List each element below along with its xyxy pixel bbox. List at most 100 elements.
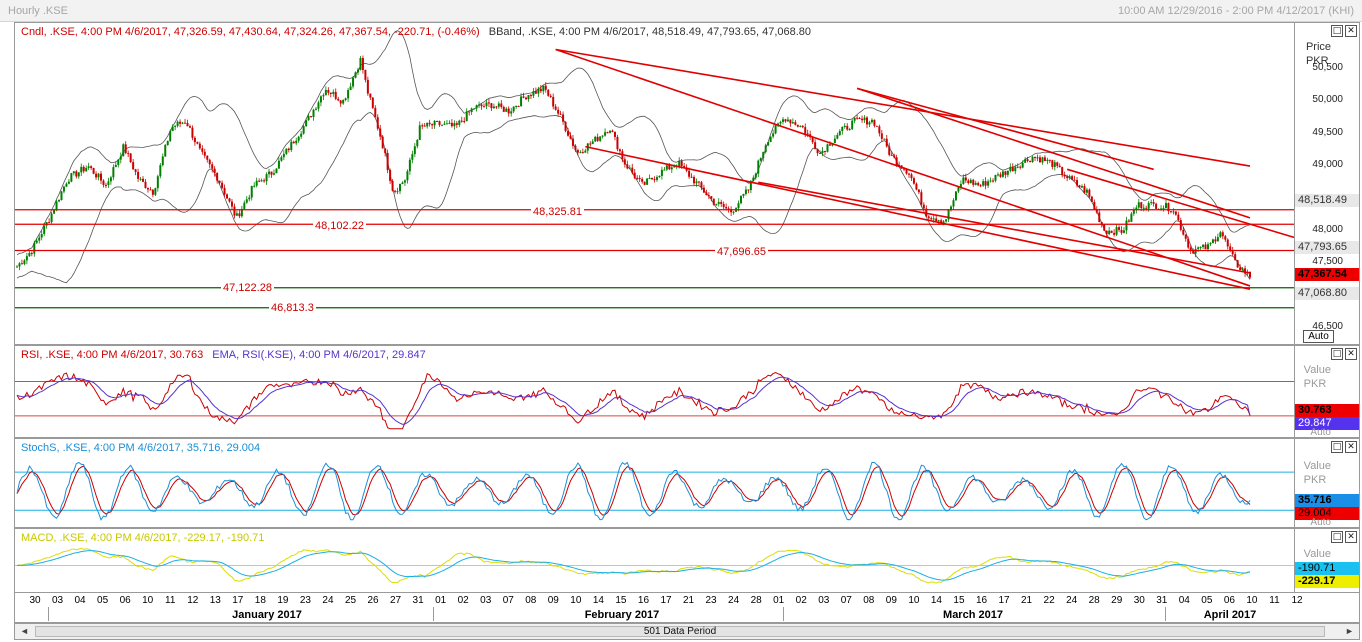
candle-body [161, 156, 164, 166]
candle-body [1043, 157, 1046, 162]
candle-body [875, 125, 878, 127]
stoch-panel[interactable]: StochS, .KSE, 4:00 PM 4/6/2017, 35.716, … [14, 438, 1360, 528]
candle-body [307, 116, 310, 121]
x-month-label: February 2017 [584, 609, 660, 621]
candle-body [1006, 170, 1009, 175]
rsi-panel[interactable]: RSI, .KSE, 4:00 PM 4/6/2017, 30.763 EMA,… [14, 345, 1360, 438]
price-panel[interactable]: Cndl, .KSE, 4:00 PM 4/6/2017, 47,326.59,… [14, 22, 1360, 345]
stoch-chart[interactable] [15, 439, 1297, 527]
candle-body [495, 106, 498, 108]
candle-body [799, 125, 802, 127]
bband-legend: BBand, .KSE, 4:00 PM 4/6/2017, 48,518.49… [488, 26, 812, 38]
scrollbar[interactable]: ◄ 501 Data Period ► [14, 623, 1360, 640]
candle-body [749, 181, 752, 191]
macd-chart[interactable] [15, 529, 1297, 592]
scroll-right-icon[interactable]: ► [1345, 626, 1354, 636]
candle-body [386, 152, 389, 170]
candle-body [16, 266, 18, 268]
auto-scale-button[interactable]: Auto [1303, 330, 1334, 343]
candle-body [987, 181, 990, 186]
close-icon[interactable]: ✕ [1345, 441, 1357, 453]
candle-body [423, 125, 426, 127]
candle-body [774, 125, 777, 134]
candle-body [30, 252, 33, 254]
stoch-auto-label[interactable]: Auto [1310, 517, 1331, 528]
rsi-auto-label[interactable]: Auto [1310, 427, 1331, 438]
x-day-label: 03 [480, 595, 492, 606]
month-separator [1165, 607, 1166, 621]
close-icon[interactable]: ✕ [1345, 531, 1357, 543]
close-icon[interactable]: ✕ [1345, 348, 1357, 360]
candle-body [1083, 186, 1086, 193]
candle-body [1167, 203, 1170, 212]
maximize-icon[interactable]: □ [1331, 441, 1343, 453]
candle-body [794, 122, 797, 125]
candle-body [62, 186, 65, 192]
maximize-icon[interactable]: □ [1331, 25, 1343, 37]
candle-body [1229, 246, 1232, 251]
candle-body [356, 69, 359, 73]
candle-body [389, 169, 392, 181]
scroll-thumb[interactable]: 501 Data Period [35, 626, 1325, 637]
candle-body [678, 160, 681, 167]
candle-body [769, 136, 772, 143]
candle-body [945, 219, 948, 222]
scroll-left-icon[interactable]: ◄ [20, 626, 29, 636]
candle-body [1145, 207, 1148, 209]
candle-body [967, 180, 970, 184]
candle-body [38, 237, 41, 241]
candle-body [940, 220, 943, 223]
candle-body [85, 167, 88, 172]
candle-body [525, 97, 528, 100]
candle-body [139, 178, 142, 180]
candle-body [1093, 201, 1096, 210]
candle-body [789, 119, 792, 124]
month-separator [433, 607, 434, 621]
maximize-icon[interactable]: □ [1331, 531, 1343, 543]
candle-body [23, 260, 26, 265]
candle-body [1058, 165, 1061, 168]
maximize-icon[interactable]: □ [1331, 348, 1343, 360]
candle-body [707, 195, 710, 197]
candle-body [268, 171, 271, 175]
candle-body [1209, 243, 1212, 245]
candle-body [930, 218, 933, 220]
candle-body [870, 119, 873, 123]
candle-body [134, 169, 137, 172]
candle-body [1120, 229, 1123, 233]
candle-body [841, 126, 844, 132]
candle-body [277, 160, 280, 169]
candle-body [1226, 239, 1229, 247]
candle-body [534, 91, 537, 94]
close-icon[interactable]: ✕ [1345, 25, 1357, 37]
candle-body [520, 96, 523, 107]
candle-body [683, 165, 686, 168]
candle-body [171, 126, 174, 132]
candle-body [1076, 180, 1079, 186]
candle-body [594, 136, 597, 142]
macd-panel[interactable]: MACD, .KSE, 4:00 PM 4/6/2017, -229.17, -… [14, 528, 1360, 593]
price-chart[interactable] [15, 23, 1297, 344]
candle-body [866, 117, 869, 125]
candle-body [450, 122, 453, 127]
candle-body [613, 131, 616, 137]
price-axis-title: Price PKR [1306, 40, 1331, 68]
rsi-legend: RSI, .KSE, 4:00 PM 4/6/2017, 30.763 [21, 349, 204, 361]
candle-body [97, 173, 100, 178]
price-legend: Cndl, .KSE, 4:00 PM 4/6/2017, 47,326.59,… [21, 26, 817, 38]
candle-body [611, 130, 614, 132]
candle-body [786, 119, 789, 122]
candle-body [18, 263, 21, 267]
candle-body [473, 108, 476, 110]
candle-body [1115, 227, 1118, 235]
rsi-chart[interactable] [15, 346, 1297, 437]
x-day-label: 17 [660, 595, 672, 606]
candle-body [851, 120, 854, 130]
candle-body [1241, 268, 1244, 271]
candle-body [833, 138, 836, 144]
level-label-1: 48,325.81 [531, 206, 584, 218]
candle-body [379, 128, 382, 137]
candle-body [599, 136, 602, 141]
candle-body [631, 167, 634, 173]
candle-body [574, 145, 577, 151]
